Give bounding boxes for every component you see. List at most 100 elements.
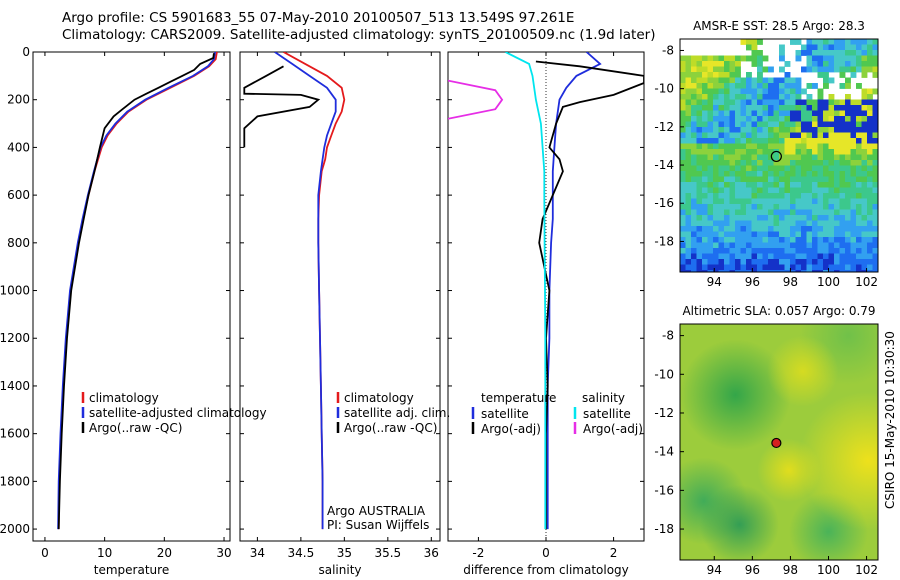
sst-cell [724, 226, 730, 232]
sst-cell [762, 116, 769, 122]
sst-cell [746, 215, 752, 221]
sst-cell [790, 116, 796, 122]
sst-cell [768, 193, 774, 199]
sst-cell [779, 176, 785, 183]
sst-cell [861, 187, 868, 194]
sst-cell [757, 220, 763, 227]
sst-cell [834, 215, 840, 221]
sst-cell [779, 259, 785, 265]
sst-cell [751, 193, 758, 199]
sst-cell [856, 220, 862, 227]
sst-cell [757, 231, 763, 238]
salt-series-line-2 [243, 65, 321, 148]
sst-ytick-label: -14 [654, 158, 674, 172]
sst-cell [696, 154, 703, 161]
sst-cell [762, 264, 769, 271]
sst-cell [850, 209, 857, 216]
sst-cell [680, 66, 686, 73]
sst-cell [746, 116, 752, 122]
sst-cell [817, 171, 824, 177]
sst-cell [746, 154, 752, 161]
sst-cell [696, 193, 703, 199]
sst-cell [751, 154, 758, 161]
sst-cell [867, 193, 873, 199]
sst-cell [779, 132, 785, 139]
sst-cell [685, 99, 692, 106]
sst-cell [724, 88, 730, 95]
sst-cell [757, 149, 763, 155]
sst-cell [856, 55, 862, 62]
sst-cell [850, 55, 857, 62]
sst-cell [872, 187, 878, 194]
sst-cell [806, 110, 813, 117]
sst-cell [762, 215, 769, 221]
sst-cell [828, 44, 835, 51]
sst-cell [691, 105, 697, 111]
sst-cell [817, 72, 824, 78]
diff-legend-label: satellite [583, 407, 631, 421]
sst-cell [861, 160, 868, 166]
sst-cell [702, 88, 708, 95]
sst-cell [713, 138, 719, 144]
sst-cell [839, 127, 846, 133]
sst-cell [839, 182, 846, 188]
sst-cell [812, 138, 818, 144]
sst-cell [729, 242, 736, 249]
sst-cell [740, 143, 747, 150]
salt-legend-label: climatology [344, 391, 414, 405]
sst-cell [790, 215, 796, 221]
sst-cell [729, 165, 736, 172]
sst-cell [812, 226, 818, 232]
sst-cell [729, 105, 736, 111]
sst-cell [784, 198, 791, 205]
sst-cell [861, 270, 868, 272]
sst-cell [795, 50, 802, 56]
sst-cell [795, 270, 802, 272]
sst-cell [867, 44, 873, 51]
sst-cell [735, 83, 741, 89]
sst-cell [823, 72, 829, 78]
sst-cell [812, 110, 818, 117]
sst-cell [779, 248, 785, 254]
sst-cell [735, 259, 741, 265]
sst-cell [790, 88, 796, 95]
sst-cell [718, 72, 725, 78]
sst-cell [839, 220, 846, 227]
sst-cell [784, 77, 791, 84]
sst-cell [768, 121, 774, 128]
sst-cell [867, 226, 873, 232]
sst-cell [691, 61, 697, 67]
sst-cell [801, 209, 807, 216]
sst-cell [839, 253, 846, 260]
sst-cell [773, 99, 780, 106]
sst-cell [751, 55, 758, 62]
sst-cell [685, 209, 692, 216]
sst-cell [707, 209, 714, 216]
sst-cell [702, 99, 708, 106]
sst-cell [872, 198, 878, 205]
sst-cell [861, 66, 868, 73]
sst-cell [691, 198, 697, 205]
sst-cell [845, 154, 851, 161]
sst-cell [746, 110, 752, 117]
sst-cell [795, 77, 802, 84]
sst-cell [790, 154, 796, 161]
sst-cell [702, 226, 708, 232]
sst-cell [872, 66, 878, 73]
sst-cell [762, 220, 769, 227]
sst-cell [779, 88, 785, 95]
sst-cell [790, 259, 796, 265]
sst-cell [812, 132, 818, 139]
sst-cell [839, 264, 846, 271]
diff-legend-title-salinity: salinity [582, 391, 625, 405]
sst-cell [784, 237, 791, 243]
sst-cell [784, 61, 791, 67]
sst-cell [861, 220, 868, 227]
sst-cell [773, 248, 780, 254]
sst-cell [784, 242, 791, 249]
sst-cell [746, 209, 752, 216]
sst-cell [680, 149, 686, 155]
sst-cell [823, 182, 829, 188]
sst-cell [757, 193, 763, 199]
sst-cell [702, 220, 708, 227]
